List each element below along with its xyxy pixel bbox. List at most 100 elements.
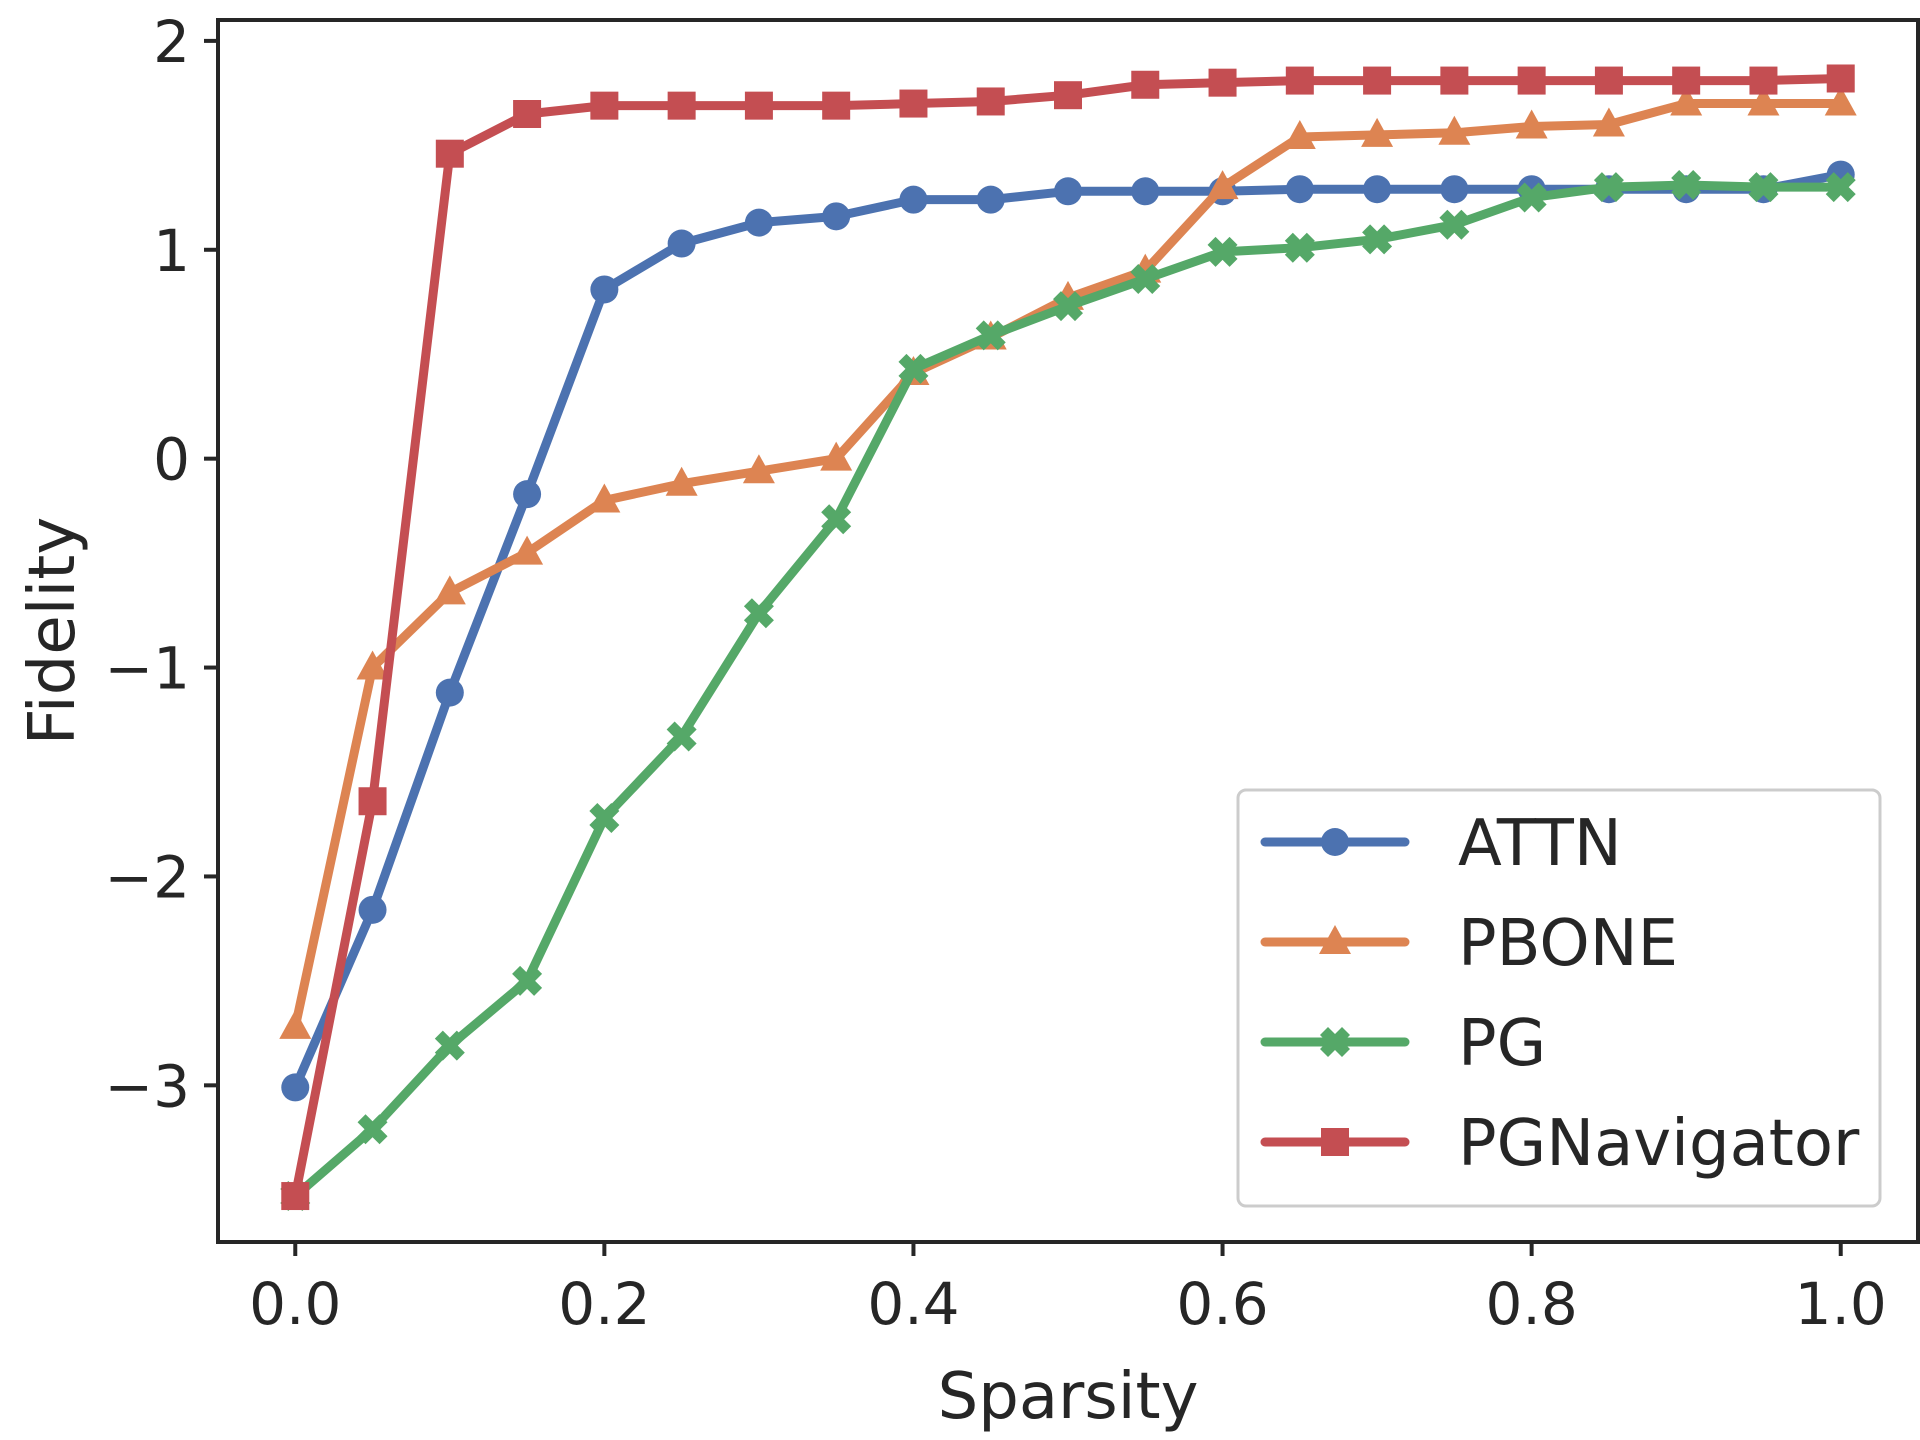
data-point-attn <box>590 275 619 304</box>
data-point-pbone <box>665 466 698 496</box>
data-point-pbone <box>1747 86 1780 116</box>
data-point-pgnavigator <box>1594 66 1623 95</box>
legend-marker-pbone <box>1319 925 1351 954</box>
data-point-pgnavigator <box>1672 66 1701 95</box>
data-point-pgnavigator <box>1440 66 1469 95</box>
series-pgnavigator <box>281 64 1855 1211</box>
data-point-pbone <box>742 454 775 484</box>
data-point-attn <box>435 678 464 707</box>
data-point-pgnavigator <box>1208 68 1237 97</box>
data-point-pg <box>1439 209 1470 240</box>
data-point-pgnavigator <box>899 89 928 118</box>
data-point-pgnavigator <box>358 787 387 816</box>
legend-label-pbone: PBONE <box>1458 907 1678 981</box>
data-point-pg <box>1207 236 1238 267</box>
legend-label-pg: PG <box>1458 1007 1546 1081</box>
data-point-attn <box>1054 177 1082 206</box>
data-point-pg <box>743 598 774 629</box>
data-point-pbone <box>1206 170 1239 200</box>
data-point-pgnavigator <box>1131 70 1160 99</box>
data-point-attn <box>667 229 696 258</box>
legend-marker-pg <box>1320 1027 1350 1057</box>
data-point-pbone <box>1283 119 1316 149</box>
data-point-pgnavigator <box>1749 66 1778 95</box>
y-tick-label: 0 <box>153 426 190 494</box>
data-point-pbone <box>433 575 466 605</box>
legend-marker-pgnavigator <box>1321 1128 1349 1156</box>
data-point-pbone <box>1824 86 1857 116</box>
x-axis: 0.0 0.2 0.4 0.6 0.8 1.0 <box>249 1242 1887 1338</box>
data-point-pg <box>1593 172 1624 203</box>
legend: ATTN PBONE PG PGNavigator <box>1236 788 1882 1208</box>
data-point-pg <box>1284 232 1315 263</box>
y-axis: −3 −2 −1 0 1 2 <box>105 8 218 1120</box>
data-point-attn <box>513 480 542 509</box>
data-point-pgnavigator <box>822 91 851 120</box>
x-tick-label: 0.2 <box>558 1270 650 1338</box>
data-point-attn <box>822 202 851 231</box>
x-tick-label: 0.4 <box>867 1270 959 1338</box>
data-point-pgnavigator <box>281 1182 310 1211</box>
data-point-pgnavigator <box>1363 66 1392 95</box>
data-point-pbone <box>588 483 621 513</box>
data-point-pg <box>1130 264 1161 295</box>
data-point-attn <box>899 185 928 214</box>
x-axis-title: Sparsity <box>938 1360 1199 1434</box>
data-point-attn <box>1285 175 1314 204</box>
data-point-pbone <box>279 1009 312 1039</box>
data-point-pbone <box>1592 107 1625 137</box>
data-point-pgnavigator <box>1826 64 1855 93</box>
data-point-pgnavigator <box>1285 66 1314 95</box>
y-tick-label: −3 <box>105 1052 191 1120</box>
y-tick-label: 2 <box>153 8 190 76</box>
data-point-pgnavigator <box>667 91 696 120</box>
y-tick-label: −1 <box>105 635 191 703</box>
data-point-pgnavigator <box>435 139 464 168</box>
data-point-attn <box>1363 175 1392 204</box>
y-tick-label: 1 <box>153 217 190 285</box>
legend-label-attn: ATTN <box>1458 807 1622 881</box>
data-point-attn <box>744 208 773 237</box>
series-layer <box>279 64 1857 1212</box>
data-point-pgnavigator <box>513 100 542 128</box>
data-point-pgnavigator <box>590 91 619 120</box>
legend-label-pgnavigator: PGNavigator <box>1458 1107 1860 1181</box>
data-point-pg <box>1053 291 1083 322</box>
data-point-pg <box>1748 172 1779 203</box>
data-point-pbone <box>820 441 853 471</box>
data-point-pbone <box>1515 109 1548 139</box>
x-tick-label: 0.0 <box>249 1270 341 1338</box>
y-tick-label: −2 <box>105 843 191 911</box>
data-point-pgnavigator <box>1517 66 1546 95</box>
legend-marker-attn <box>1321 828 1349 856</box>
data-point-pg <box>434 1030 465 1061</box>
data-point-attn <box>1440 175 1469 204</box>
data-point-pg <box>975 320 1006 351</box>
data-point-attn <box>358 895 387 924</box>
data-point-pgnavigator <box>976 87 1005 116</box>
data-point-pgnavigator <box>1054 81 1082 110</box>
x-tick-label: 1.0 <box>1795 1270 1887 1338</box>
y-axis-title: Fidelity <box>16 517 90 745</box>
legend-box <box>1236 788 1882 1208</box>
x-tick-label: 0.8 <box>1486 1270 1578 1338</box>
data-point-pg <box>898 353 929 384</box>
data-point-pg <box>1516 182 1547 213</box>
plot-frame <box>216 18 1920 1244</box>
data-point-pgnavigator <box>744 91 773 120</box>
data-point-pg <box>512 965 543 996</box>
data-point-pg <box>1825 172 1856 203</box>
data-point-pbone <box>1438 115 1471 145</box>
data-point-pg <box>1362 224 1393 255</box>
data-point-pg <box>666 721 697 752</box>
data-point-pbone <box>511 535 544 565</box>
data-point-pg <box>821 504 852 535</box>
data-point-attn <box>1131 177 1160 206</box>
x-tick-label: 0.6 <box>1176 1270 1268 1338</box>
data-point-attn <box>281 1073 310 1102</box>
data-point-pbone <box>356 650 389 680</box>
data-point-pg <box>589 802 620 833</box>
data-point-pbone <box>1670 86 1703 116</box>
